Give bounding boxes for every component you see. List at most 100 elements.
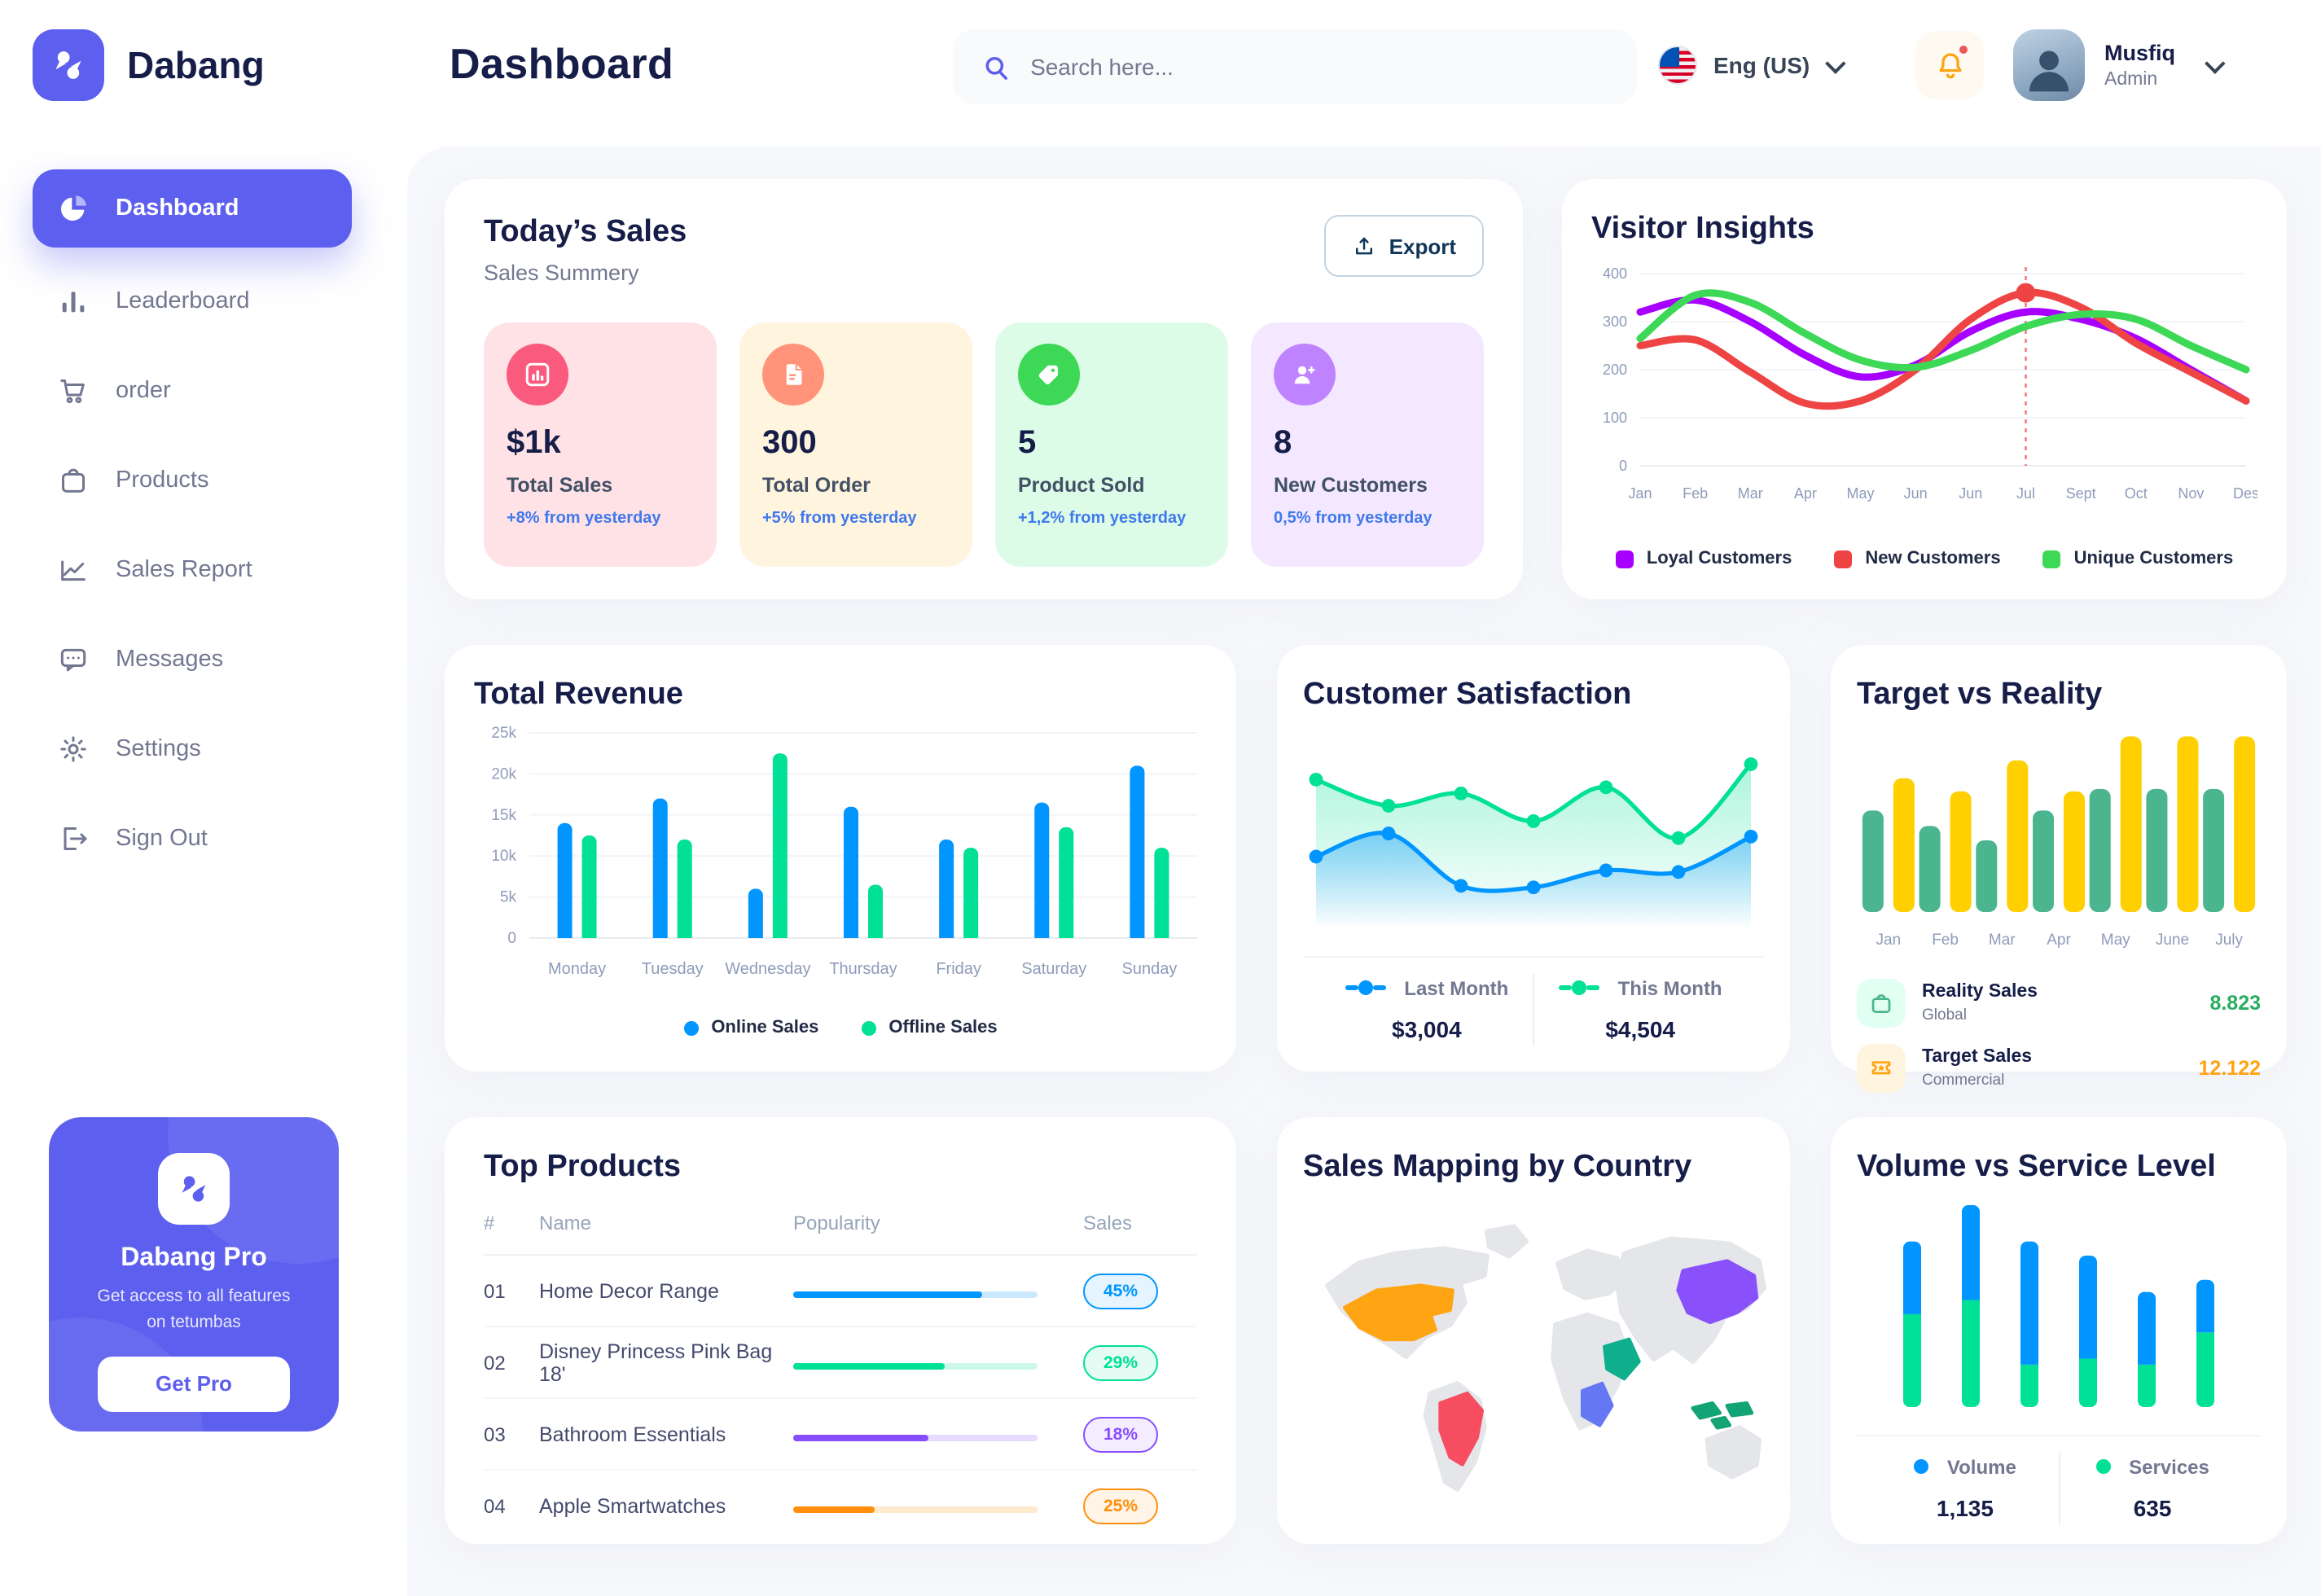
svg-text:15k: 15k	[491, 807, 516, 824]
sidebar-item-messages[interactable]: Messages	[33, 624, 352, 695]
panel-title: Customer Satisfaction	[1303, 677, 1632, 712]
svg-text:Thursday: Thursday	[829, 960, 897, 978]
get-pro-button[interactable]: Get Pro	[98, 1356, 290, 1411]
user-menu[interactable]: Musfiq Admin	[2013, 29, 2225, 101]
user-name: Musfiq	[2104, 41, 2175, 65]
bag-icon	[1871, 994, 1891, 1013]
sidebar-item-dashboard[interactable]: Dashboard	[33, 169, 352, 248]
svg-text:Oct: Oct	[2125, 485, 2148, 502]
total-revenue-chart: 0 5k 10k 15k 20k 25k Monday Tuesday Wednesday Thu…	[491, 725, 1197, 978]
sign-out-icon	[64, 827, 87, 850]
user-role: Admin	[2104, 70, 2158, 90]
notifications-button[interactable]	[1915, 31, 1984, 99]
pro-title: Dabang Pro	[121, 1244, 267, 1272]
svg-text:May: May	[2101, 932, 2130, 949]
table-body: 01 Home Decor Range 45% 02 Disney Princess P…	[484, 1256, 1197, 1542]
bar-chart-icon	[62, 292, 85, 313]
search-bar[interactable]	[953, 29, 1637, 104]
brand-logo-icon	[33, 29, 104, 101]
svg-text:Jun: Jun	[1904, 485, 1928, 502]
svg-text:Apr: Apr	[2047, 932, 2071, 949]
sidebar-item-order[interactable]: order	[33, 355, 352, 427]
reality-sales-legend: Reality Sales Global 8.823	[1857, 979, 2261, 1028]
svg-text:Des: Des	[2233, 485, 2257, 502]
svg-text:Feb: Feb	[1932, 932, 1959, 949]
svg-text:Feb: Feb	[1683, 485, 1708, 502]
sales-badge: 18%	[1083, 1416, 1158, 1452]
visitor-legend: Loyal Customers New Customers Unique Cus…	[1591, 549, 2257, 568]
map-country-united-states[interactable]	[1342, 1283, 1454, 1342]
svg-text:Nov: Nov	[2178, 485, 2204, 502]
map-country-china[interactable]	[1676, 1259, 1759, 1325]
chevron-down-icon	[1825, 52, 1846, 73]
svg-text:Jun: Jun	[1959, 485, 1982, 502]
total-revenue-panel: Total Revenue 0 5k 10k 15k 20k 25k Monday Tuesd…	[445, 645, 1236, 1072]
svg-text:20k: 20k	[491, 765, 516, 783]
ticket-icon	[1871, 1061, 1891, 1075]
map-country-indonesia[interactable]	[1691, 1401, 1754, 1430]
line-chart-icon	[61, 560, 86, 581]
brand-name: Dabang	[127, 43, 265, 86]
table-row: 04 Apple Smartwatches 25%	[484, 1471, 1197, 1542]
sidebar-item-settings[interactable]: Settings	[33, 713, 352, 785]
svg-text:Mar: Mar	[1989, 932, 2016, 949]
svg-text:200: 200	[1603, 362, 1627, 378]
customer-satisfaction-chart	[1309, 757, 1758, 928]
stat-total-sales: $1k Total Sales +8% from yesterday	[484, 322, 717, 567]
visitor-insights-panel: Visitor Insights 0 100 200 300 400 Jan Feb Mar A…	[1562, 179, 2287, 599]
divider	[1533, 974, 1534, 1046]
stat-total-order: 300 Total Order +5% from yesterday	[739, 322, 972, 567]
svg-text:400: 400	[1603, 265, 1627, 282]
map-country-brazil[interactable]	[1438, 1391, 1485, 1467]
volume-legend: Volume 1,135 Services 635	[1857, 1453, 2261, 1524]
sidebar-item-products[interactable]: Products	[33, 445, 352, 516]
sidebar-item-sign-out[interactable]: Sign Out	[33, 803, 352, 875]
visitor-insights-chart: 0 100 200 300 400 Jan Feb Mar Apr May Jun Jun Jul Sep…	[1603, 265, 2259, 502]
order-file-icon	[786, 364, 802, 385]
divider	[1303, 956, 1764, 958]
panel-title: Volume vs Service Level	[1857, 1150, 2216, 1184]
brand-logo[interactable]: Dabang	[33, 29, 265, 101]
pro-subtitle: Get access to all features on tetumbas	[97, 1287, 291, 1332]
search-input[interactable]	[1030, 54, 1608, 80]
top-products-panel: Top Products # Name Popularity Sales 01 H…	[445, 1117, 1236, 1544]
sales-badge: 25%	[1083, 1489, 1158, 1524]
map-country-dr-congo[interactable]	[1580, 1381, 1614, 1427]
export-button[interactable]: Export	[1323, 215, 1484, 277]
world-map	[1325, 1224, 1766, 1492]
target-vs-reality-panel: Target vs Reality Jan Feb Mar Apr May June Jul…	[1831, 645, 2287, 1093]
volume-vs-service-chart	[1903, 1205, 2214, 1407]
target-sales-legend: Target Sales Commercial 12.122	[1857, 1044, 2261, 1093]
language-selector[interactable]: Eng (US)	[1658, 46, 1846, 85]
target-vs-reality-chart: Jan Feb Mar Apr May June July	[1862, 736, 2256, 949]
panel-title: Total Revenue	[474, 677, 683, 712]
stat-cards: $1k Total Sales +8% from yesterday 300 T…	[484, 322, 1484, 567]
sidebar-item-sales-report[interactable]: Sales Report	[33, 534, 352, 606]
todays-sales-panel: Today’s Sales Sales Summery Export $1k T…	[445, 179, 1523, 599]
svg-text:Apr: Apr	[1794, 485, 1817, 502]
divider	[2058, 1453, 2060, 1524]
search-icon	[985, 55, 1007, 79]
panel-title: Top Products	[484, 1150, 682, 1184]
svg-text:July: July	[2215, 932, 2243, 949]
svg-text:Jan: Jan	[1628, 485, 1652, 502]
svg-text:5k: 5k	[500, 889, 517, 906]
sidebar-menu: Dashboard Leaderboard order Products Sal…	[33, 169, 352, 875]
customer-satisfaction-panel: Customer Satisfaction Last Month $3,004 …	[1277, 645, 1790, 1072]
table-row: 02 Disney Princess Pink Bag 18' 29%	[484, 1327, 1197, 1399]
svg-text:June: June	[2156, 932, 2189, 949]
shopping-bag-icon	[62, 468, 85, 493]
pro-promo-card: Dabang Pro Get access to all features on…	[49, 1117, 339, 1432]
stat-product-sold: 5 Product Sold +1,2% from yesterday	[995, 322, 1228, 567]
map-country-saudi-arabia[interactable]	[1603, 1337, 1641, 1381]
sales-chart-icon	[525, 362, 550, 387]
tag-icon	[1038, 365, 1058, 385]
gear-icon	[60, 736, 86, 762]
sidebar-item-leaderboard[interactable]: Leaderboard	[33, 265, 352, 337]
table-header: # Name Popularity Sales	[484, 1212, 1197, 1256]
volume-vs-service-panel: Volume vs Service Level Volume 1,135 Ser…	[1831, 1117, 2287, 1544]
table-row: 01 Home Decor Range 45%	[484, 1256, 1197, 1327]
svg-text:Friday: Friday	[936, 960, 981, 978]
stat-new-customers: 8 New Customers 0,5% from yesterday	[1251, 322, 1484, 567]
